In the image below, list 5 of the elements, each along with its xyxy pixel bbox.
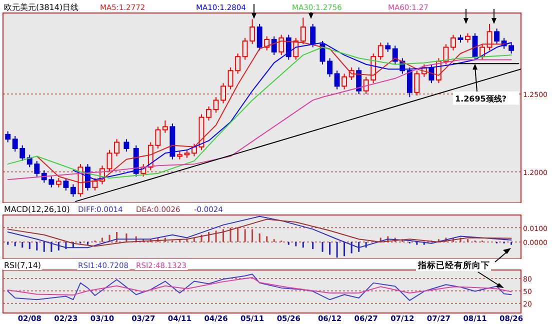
chart-title: 欧元美元(3814)日线 (4, 3, 79, 12)
chart-title: MACD(12,26,10) (4, 205, 70, 214)
chart-title: RSI(7,14) (4, 261, 42, 270)
annotation: 指标已经有所向下 (417, 260, 490, 271)
annotation: 1.2695颈线? (455, 94, 507, 104)
